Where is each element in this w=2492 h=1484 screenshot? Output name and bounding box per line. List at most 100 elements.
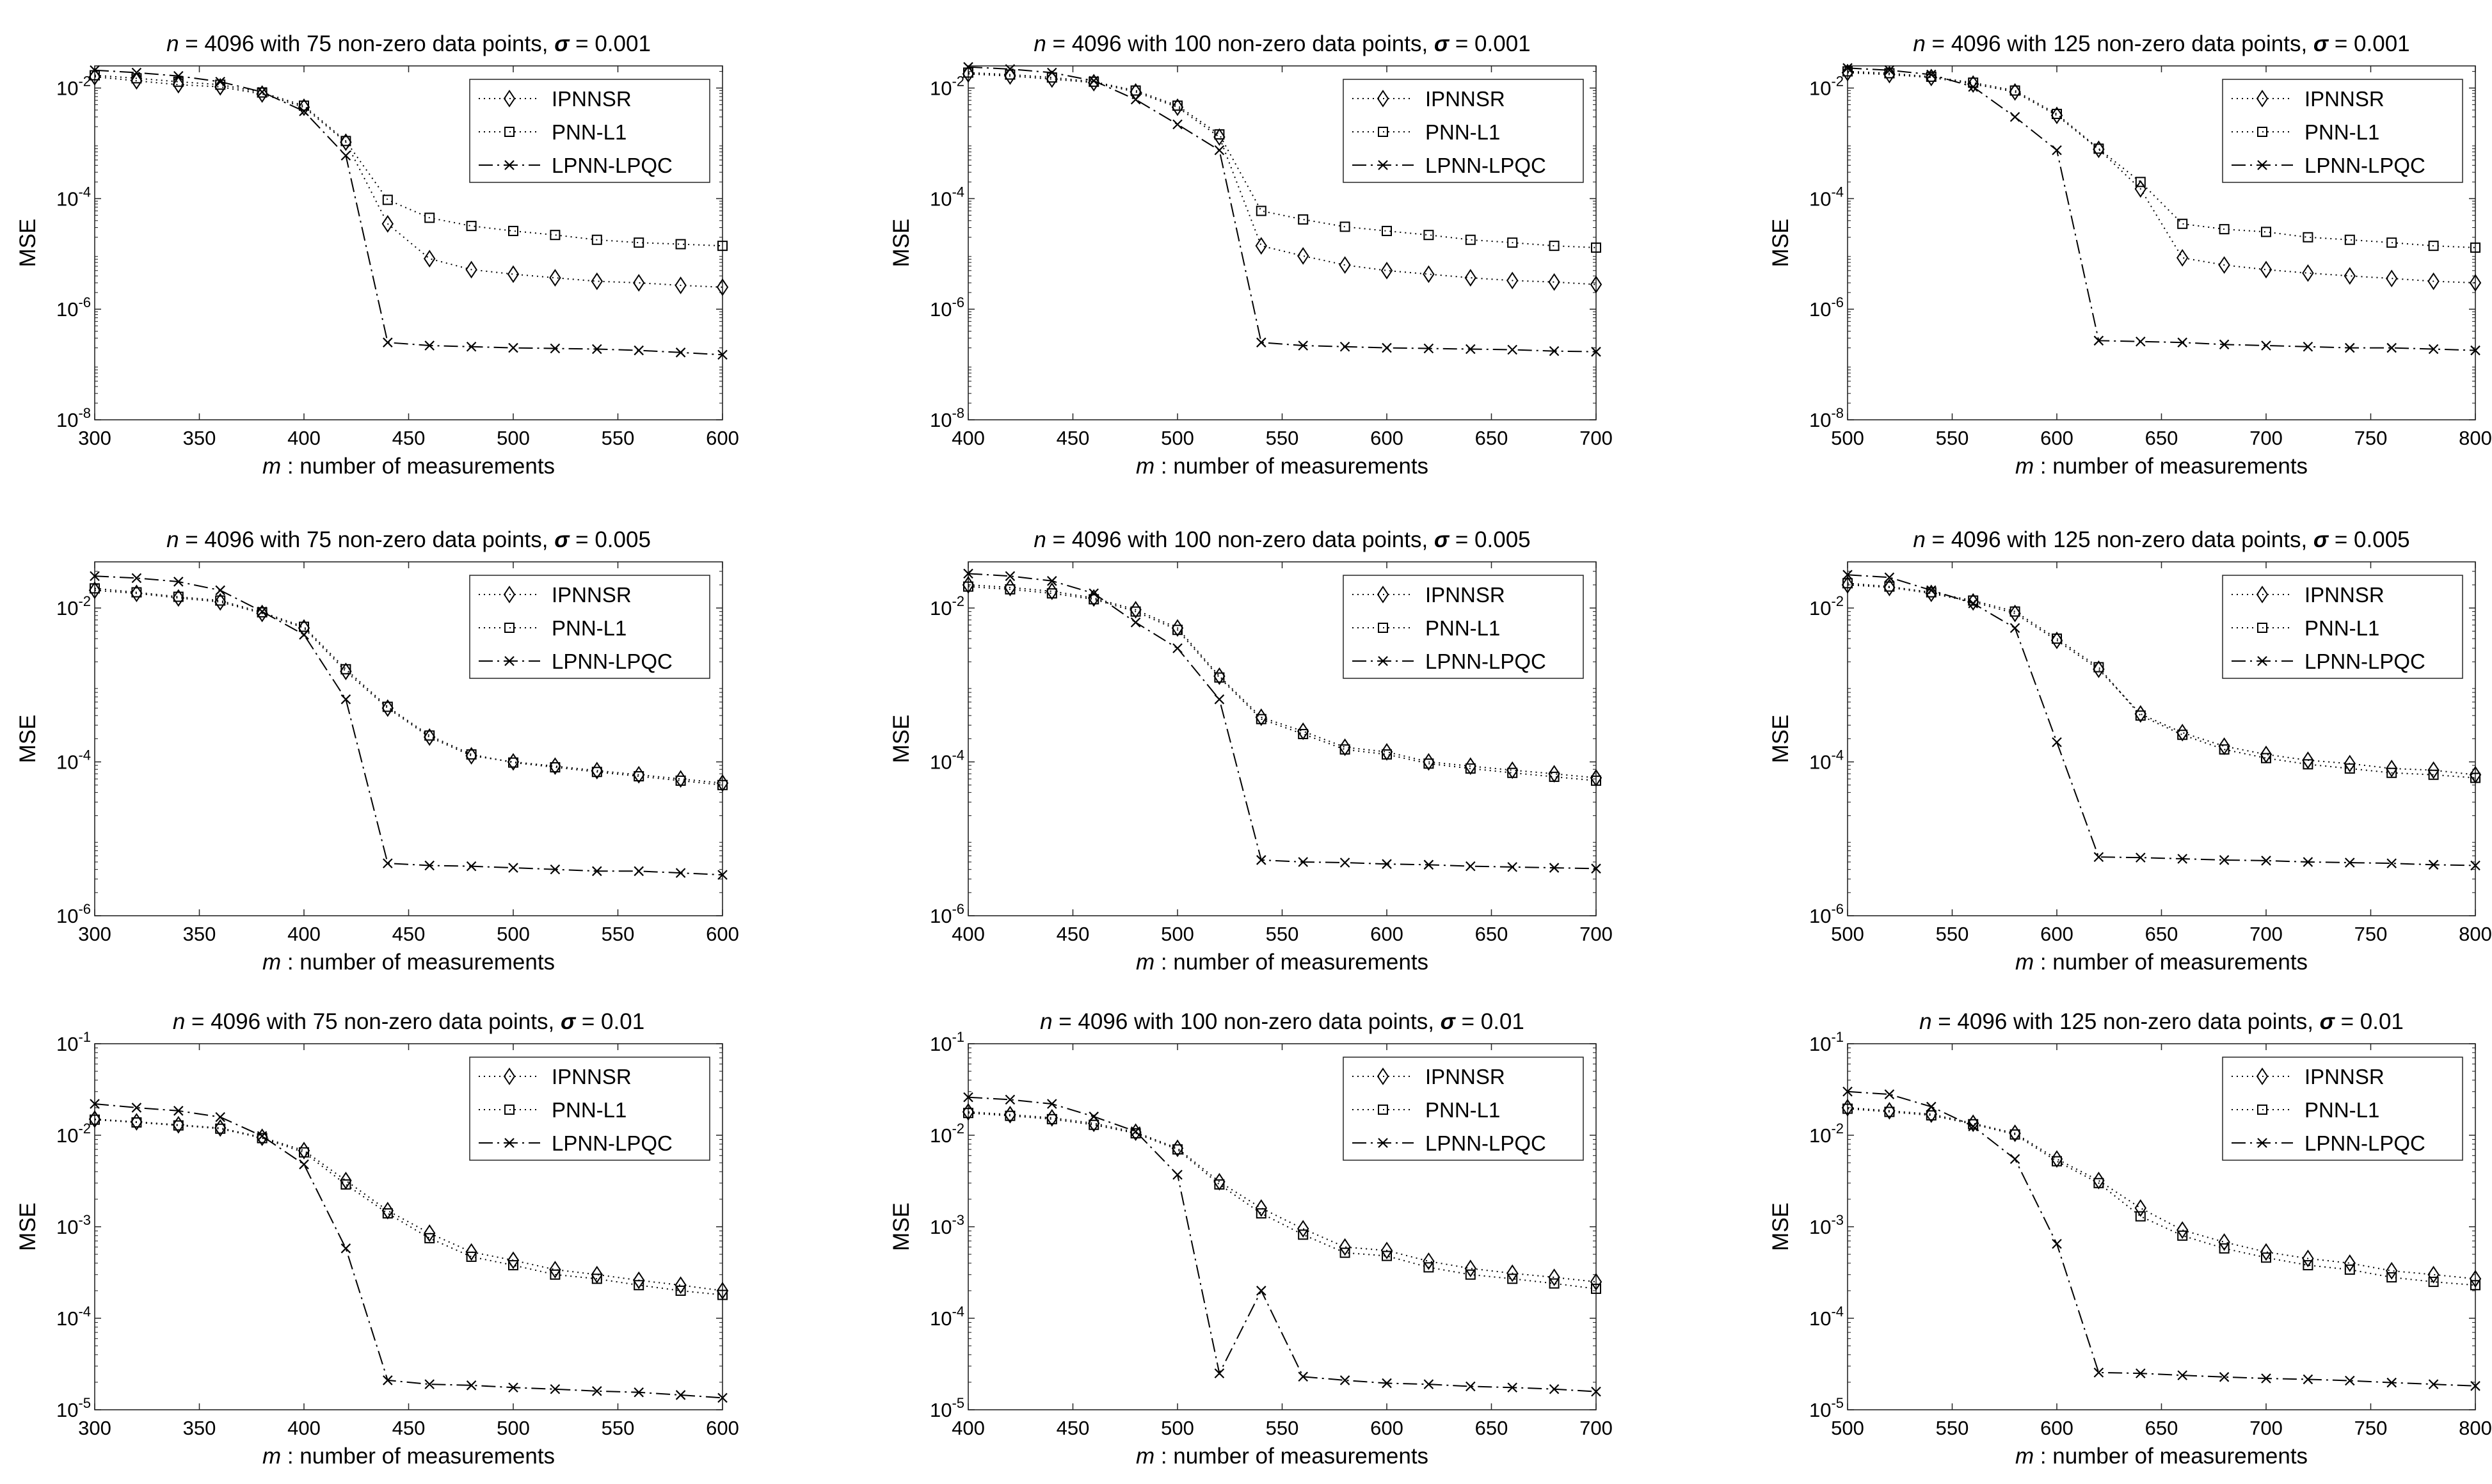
data-point xyxy=(466,861,477,872)
x-tick-label: 450 xyxy=(1057,923,1090,945)
data-point xyxy=(2344,234,2355,245)
y-tick-base: 10 xyxy=(56,1307,78,1330)
title-sigma: σ xyxy=(2313,527,2329,552)
data-point xyxy=(592,344,602,355)
data-point xyxy=(382,195,393,205)
y-tick-exponent: -6 xyxy=(952,901,964,917)
x-tick-label: 450 xyxy=(1057,1417,1090,1439)
data-point xyxy=(1382,342,1392,353)
data-point xyxy=(2427,1265,2440,1284)
x-tick-label: 700 xyxy=(2249,1417,2283,1439)
y-tick-label: 10-6 xyxy=(930,901,964,927)
subplot-8: n = 4096 with 100 non-zero data points, … xyxy=(889,1009,1613,1469)
data-point xyxy=(717,870,728,880)
data-point xyxy=(2009,604,2021,623)
data-point xyxy=(1380,261,1393,280)
data-point xyxy=(2135,177,2146,187)
x-tick-label: 650 xyxy=(2145,1417,2178,1439)
data-point xyxy=(1255,1199,1268,1217)
legend-marker xyxy=(503,1067,516,1085)
y-tick-exponent: -4 xyxy=(1831,747,1844,763)
data-point xyxy=(2052,1238,2062,1249)
data-point xyxy=(1841,1099,1854,1117)
legend-label: PNN-L1 xyxy=(2304,616,2379,640)
y-tick-label: 10-6 xyxy=(930,294,964,321)
x-tick-label: 800 xyxy=(2459,923,2492,945)
series-pnn-l1 xyxy=(963,581,1601,786)
data-point xyxy=(2136,1368,2146,1378)
y-tick-base: 10 xyxy=(56,77,78,100)
legend-label: IPNNSR xyxy=(2304,87,2384,111)
data-point xyxy=(340,1171,352,1190)
data-point xyxy=(423,728,436,746)
x-tick-label: 500 xyxy=(1831,427,1864,449)
data-point xyxy=(1591,1283,1601,1294)
data-point xyxy=(2344,1264,2355,1275)
data-point xyxy=(508,225,518,236)
y-tick-exponent: -4 xyxy=(952,184,964,200)
data-point xyxy=(1339,256,1351,274)
legend-item: IPNNSR xyxy=(479,87,632,111)
legend-marker xyxy=(1377,90,1389,108)
title-value: = 0.01 xyxy=(2335,1009,2404,1034)
x-tick-label: 600 xyxy=(2040,427,2073,449)
data-point xyxy=(2303,341,2313,352)
data-point xyxy=(963,1108,973,1119)
title-value: = 0.01 xyxy=(1455,1009,1524,1034)
data-point xyxy=(1297,247,1309,265)
x-axis-text: : number of measurements xyxy=(281,454,555,479)
x-tick-label: 300 xyxy=(78,1417,111,1439)
legend-label: LPNN-LPQC xyxy=(552,154,673,177)
y-tick-base: 10 xyxy=(56,298,78,321)
data-point xyxy=(1004,1105,1016,1124)
data-point xyxy=(299,106,309,116)
x-tick-label: 450 xyxy=(392,1417,426,1439)
data-point xyxy=(1926,585,1937,596)
data-point xyxy=(2344,754,2356,773)
series-lpnn-lpqc xyxy=(1842,63,2480,356)
y-tick-label: 10-4 xyxy=(56,1304,91,1330)
data-point xyxy=(2093,143,2104,154)
legend-marker xyxy=(503,586,516,603)
data-point xyxy=(2135,710,2146,721)
legend-marker xyxy=(1378,1105,1388,1115)
legend-marker xyxy=(1378,1138,1388,1148)
data-point xyxy=(214,1119,227,1137)
legend-item: IPNNSR xyxy=(479,1065,632,1089)
y-tick-base: 10 xyxy=(1809,77,1831,100)
data-point xyxy=(1968,598,1978,609)
legend-item: IPNNSR xyxy=(2232,1065,2384,1089)
legend-item: PNN-L1 xyxy=(1352,120,1500,144)
data-point xyxy=(382,701,393,712)
subplot-5: n = 4096 with 100 non-zero data points, … xyxy=(889,527,1613,975)
y-tick-label: 10-2 xyxy=(1809,1121,1844,1147)
data-point xyxy=(1089,1112,1099,1122)
legend-item: PNN-L1 xyxy=(479,1098,627,1122)
data-point xyxy=(2093,140,2105,159)
legend-item: LPNN-LPQC xyxy=(2232,1131,2425,1155)
x-tick-label: 700 xyxy=(2249,427,2283,449)
legend-item: IPNNSR xyxy=(1352,583,1505,607)
data-point xyxy=(1549,241,1560,251)
data-point xyxy=(1172,643,1183,653)
data-point xyxy=(1884,581,1895,592)
data-point xyxy=(299,621,309,632)
data-point xyxy=(1339,341,1350,352)
data-point xyxy=(298,1142,310,1160)
data-point xyxy=(1591,242,1601,253)
title-text: = 4096 with 125 non-zero data points, xyxy=(1926,527,2313,552)
data-point xyxy=(2470,1280,2480,1291)
data-point xyxy=(383,858,393,868)
data-point xyxy=(466,221,477,232)
title-text: = 4096 with 75 non-zero data points, xyxy=(179,31,555,56)
x-axis-label: m : number of measurements xyxy=(2015,454,2308,479)
x-tick-label: 450 xyxy=(392,923,426,945)
data-point xyxy=(1423,265,1435,283)
data-point xyxy=(2218,737,2230,755)
data-point xyxy=(1130,606,1141,617)
data-point xyxy=(2093,335,2104,346)
data-point xyxy=(1298,1229,1309,1240)
data-point xyxy=(1298,340,1308,351)
y-tick-base: 10 xyxy=(56,751,78,774)
x-tick-label: 550 xyxy=(1266,1417,1299,1439)
